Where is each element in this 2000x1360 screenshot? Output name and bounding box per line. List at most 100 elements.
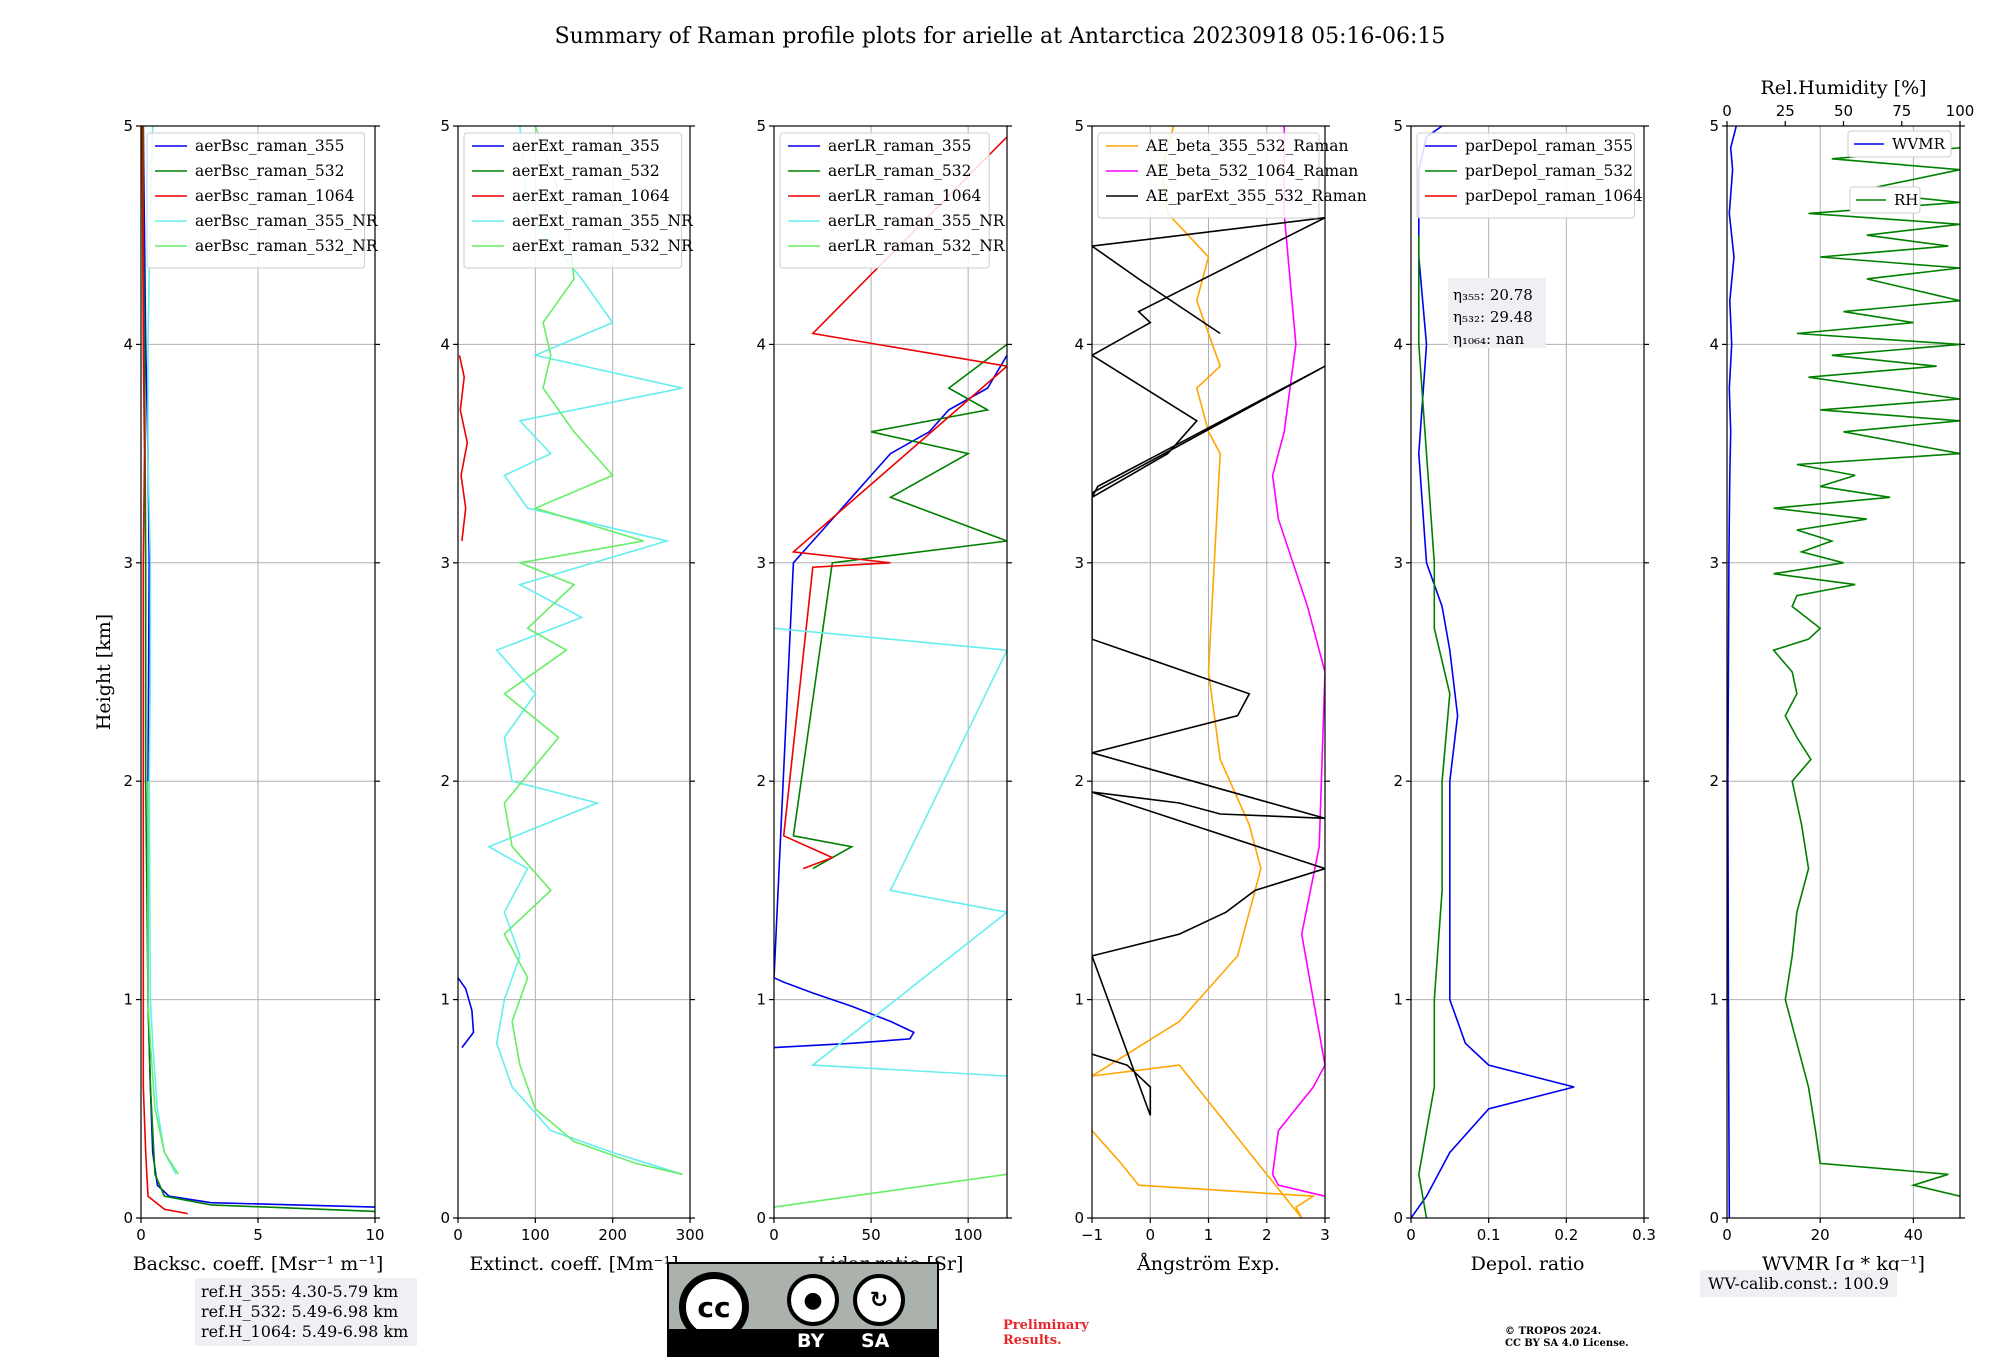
ytick-label-4: 4 xyxy=(123,335,133,353)
legend: aerBsc_raman_355 aerBsc_raman_532 aerBsc_r… xyxy=(146,132,379,269)
x-axis-label: WVMR [g * kg⁻¹] xyxy=(1762,1253,1925,1275)
ytick-label-0: 0 xyxy=(1709,1209,1719,1227)
ytick-label-2: 2 xyxy=(1074,772,1084,790)
ytick-label-3: 3 xyxy=(756,554,766,572)
ytick-label-0: 0 xyxy=(1074,1209,1084,1227)
copyright-line-1: © TROPOS 2024. xyxy=(1505,1326,1602,1337)
ytick-label-0: 0 xyxy=(440,1209,450,1227)
xtick-label-0: 0 xyxy=(453,1226,463,1244)
lidar-constant-2: η₁₀₆₄: nan xyxy=(1453,330,1524,348)
series-aerExt_raman_532_NR xyxy=(503,126,683,1176)
ytick-label-3: 3 xyxy=(440,554,450,572)
x2tick-label-3: 75 xyxy=(1892,102,1911,120)
panel-bsc: 0 1 2 3 4 5 0 5 10 Backsc. coeff. [Msr⁻¹ m⁻¹] Heig… xyxy=(93,117,385,1275)
ytick-label-5: 5 xyxy=(440,117,450,135)
series-aerLR_raman_532_NR xyxy=(774,1173,1007,1208)
xtick-label-2: 1 xyxy=(1204,1226,1214,1244)
ytick-label-1: 1 xyxy=(1074,991,1084,1009)
legend-label-AE_beta_532_1064_Raman: AE_beta_532_1064_Raman xyxy=(1145,162,1358,180)
legend-label-aerBsc_raman_532: aerBsc_raman_532 xyxy=(195,162,345,180)
ytick-label-0: 0 xyxy=(123,1209,133,1227)
ref-h-355: ref.H_355: 4.30-5.79 km xyxy=(201,1282,399,1301)
xtick-label-2: 40 xyxy=(1904,1226,1923,1244)
preliminary-line-1: Preliminary xyxy=(1003,1318,1089,1333)
xtick-label-0: 0 xyxy=(1406,1226,1416,1244)
xtick-label-1: 0.1 xyxy=(1477,1226,1501,1244)
series-aerLR_raman_532 xyxy=(792,343,1007,870)
panel-ext: 0 1 2 3 4 5 0 100 200 300 Extinct. coeff. [Mm⁻¹] ae… xyxy=(440,117,704,1275)
lidar-constant-1: η₅₃₂: 29.48 xyxy=(1453,308,1533,326)
cc-sa-label: SA xyxy=(861,1330,890,1352)
axes-frame xyxy=(773,125,1008,1219)
ytick-label-1: 1 xyxy=(1393,991,1403,1009)
axes-frame xyxy=(1726,125,1961,1219)
legend-entry-RH: RH xyxy=(1849,186,1921,214)
ytick-label-2: 2 xyxy=(123,772,133,790)
legend: AE_beta_355_532_Raman AE_beta_532_1064_Ra… xyxy=(1097,132,1367,219)
ytick-label-4: 4 xyxy=(1709,335,1719,353)
series-aerExt_raman_355 xyxy=(458,977,475,1049)
ytick-label-5: 5 xyxy=(1709,117,1719,135)
ref-h-1064: ref.H_1064: 5.49-6.98 km xyxy=(201,1322,409,1341)
xtick-label-2: 200 xyxy=(598,1226,627,1244)
legend-label-parDepol_raman_1064: parDepol_raman_1064 xyxy=(1465,187,1643,205)
legend-label-AE_beta_355_532_Raman: AE_beta_355_532_Raman xyxy=(1145,137,1348,155)
ytick-label-3: 3 xyxy=(1709,554,1719,572)
legend-label-aerExt_raman_532: aerExt_raman_532 xyxy=(512,162,660,180)
ytick-label-5: 5 xyxy=(756,117,766,135)
ytick-label-4: 4 xyxy=(756,335,766,353)
xtick-label-3: 0.3 xyxy=(1632,1226,1656,1244)
legend-label-parDepol_raman_355: parDepol_raman_355 xyxy=(1465,137,1633,155)
axes-frame xyxy=(1410,125,1645,1219)
wv-calib-box: WV-calib.const.: 100.9 xyxy=(1700,1270,1897,1297)
x2tick-label-4: 100 xyxy=(1946,102,1975,120)
xtick-label-1: 100 xyxy=(521,1226,550,1244)
xtick-label-0: −1 xyxy=(1081,1226,1103,1244)
series-aerExt_raman_355_NR xyxy=(487,126,683,1176)
ytick-label-1: 1 xyxy=(123,991,133,1009)
legend-label-aerLR_raman_1064: aerLR_raman_1064 xyxy=(828,187,981,205)
series-RH xyxy=(1772,147,1960,1197)
legend-label: RH xyxy=(1894,191,1918,209)
xtick-label-1: 0 xyxy=(1145,1226,1155,1244)
series-aerBsc_raman_532 xyxy=(142,126,375,1213)
share-alike-icon: ↻ xyxy=(853,1274,905,1326)
legend-label-aerExt_raman_532_NR: aerExt_raman_532_NR xyxy=(512,237,694,255)
ytick-label-3: 3 xyxy=(123,554,133,572)
legend: parDepol_raman_355 parDepol_raman_532 parD… xyxy=(1416,132,1643,219)
x-axis-label: Ångström Exp. xyxy=(1136,1253,1280,1275)
series-parDepol_raman_532 xyxy=(1417,235,1451,1218)
ytick-label-1: 1 xyxy=(1709,991,1719,1009)
xtick-label-0: 0 xyxy=(769,1226,779,1244)
series-aerLR_raman_355 xyxy=(774,354,1007,1049)
x-axis-label: Backsc. coeff. [Msr⁻¹ m⁻¹] xyxy=(133,1253,384,1275)
ytick-label-5: 5 xyxy=(123,117,133,135)
cc-band xyxy=(669,1329,937,1355)
xtick-label-1: 20 xyxy=(1811,1226,1830,1244)
ytick-label-1: 1 xyxy=(756,991,766,1009)
series-aerBsc_raman_1064 xyxy=(141,126,188,1215)
figure-title: Summary of Raman profile plots for ariel… xyxy=(555,24,1446,49)
legend: aerLR_raman_355 aerLR_raman_532 aerLR_rama… xyxy=(779,132,1006,269)
ytick-label-0: 0 xyxy=(1393,1209,1403,1227)
legend-label-AE_parExt_355_532_Raman: AE_parExt_355_532_Raman xyxy=(1145,187,1367,205)
x2-axis-label: Rel.Humidity [%] xyxy=(1760,77,1926,99)
ytick-label-2: 2 xyxy=(440,772,450,790)
x2tick-label-2: 50 xyxy=(1834,102,1853,120)
series-AE_beta_532_1064_Raman xyxy=(1271,126,1325,1197)
cc-by-label: BY xyxy=(797,1330,825,1352)
preliminary-note: Preliminary Results. xyxy=(1003,1318,1089,1348)
series-aerLR_raman_355_NR xyxy=(774,627,1007,1077)
series-AE_parExt_355_532_Raman xyxy=(1092,216,1325,1116)
ytick-label-2: 2 xyxy=(1709,772,1719,790)
xtick-label-0: 0 xyxy=(136,1226,146,1244)
legend-label-parDepol_raman_532: parDepol_raman_532 xyxy=(1465,162,1633,180)
ref-h-532: ref.H_532: 5.49-6.98 km xyxy=(201,1302,399,1321)
legend-label-aerBsc_raman_532_NR: aerBsc_raman_532_NR xyxy=(195,237,379,255)
legend-label-aerBsc_raman_355: aerBsc_raman_355 xyxy=(195,137,345,155)
ytick-label-4: 4 xyxy=(1393,335,1403,353)
ytick-label-4: 4 xyxy=(440,335,450,353)
xtick-label-1: 5 xyxy=(253,1226,263,1244)
